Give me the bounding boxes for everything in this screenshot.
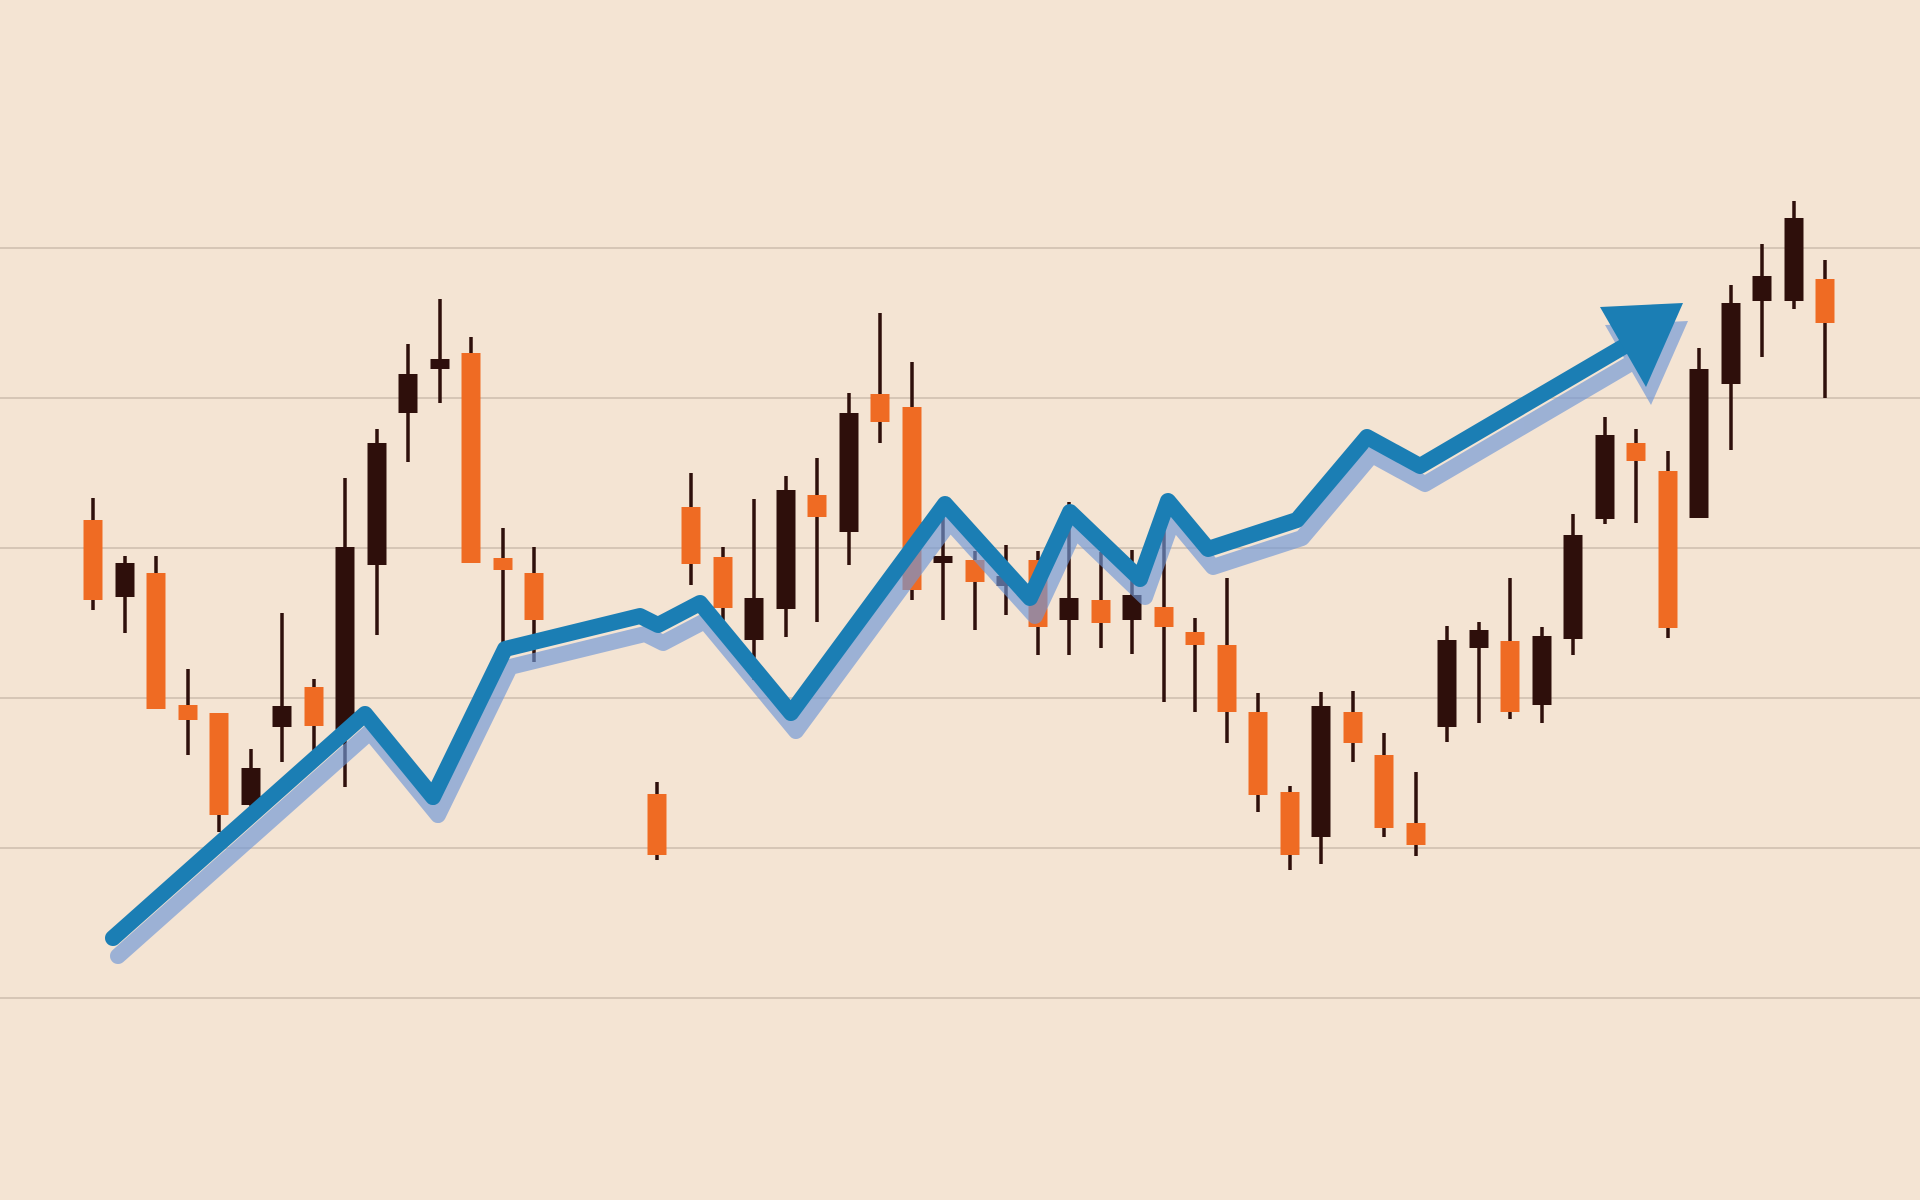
candle-body <box>178 705 198 720</box>
candle-body <box>1595 435 1615 519</box>
candle-body <box>933 556 953 563</box>
candle-body <box>1437 640 1457 727</box>
candle-body <box>461 353 481 563</box>
candle-body <box>83 520 103 600</box>
candle-body <box>524 573 544 620</box>
candle-body <box>1122 595 1142 620</box>
candle-body <box>1248 712 1268 795</box>
up-arrowhead-icon <box>1600 303 1683 387</box>
candle-body <box>1658 471 1678 628</box>
candle-body <box>398 374 418 413</box>
candle-body <box>1784 218 1804 301</box>
trend-shadow-path <box>110 357 1636 964</box>
candle-body <box>1563 535 1583 639</box>
candle-body <box>1721 303 1741 384</box>
candle-body <box>776 490 796 609</box>
candle-body <box>1752 276 1772 301</box>
candle-body <box>1406 823 1426 845</box>
candle-body <box>1059 598 1079 620</box>
candle-body <box>1500 641 1520 712</box>
candle-body <box>209 713 229 815</box>
candle-body <box>1626 443 1646 461</box>
candle-body <box>681 507 701 564</box>
candle-body <box>1280 792 1300 855</box>
candle-body <box>493 558 513 570</box>
candle-body <box>839 413 859 532</box>
trend-line-path <box>105 339 1631 946</box>
candle-body <box>870 394 890 422</box>
candle-body <box>1815 279 1835 323</box>
candle-body <box>146 573 166 709</box>
candle-body <box>1091 600 1111 623</box>
candle-body <box>1689 369 1709 518</box>
candle-body <box>115 563 135 597</box>
candle-body <box>1532 636 1552 705</box>
candle-body <box>807 495 827 517</box>
candle-body <box>1217 645 1237 712</box>
candle-body <box>713 557 733 608</box>
candle-body <box>304 687 324 726</box>
candle-body <box>367 443 387 565</box>
candle-body <box>272 706 292 727</box>
trend-line <box>105 303 1683 946</box>
candle-body <box>1469 630 1489 648</box>
candle-body <box>1343 712 1363 743</box>
candles <box>83 201 1835 870</box>
candle-body <box>1311 706 1331 837</box>
candle-body <box>430 359 450 369</box>
candle-body <box>647 794 667 855</box>
candle-body <box>1154 607 1174 627</box>
candle-body <box>744 598 764 640</box>
candle-body <box>335 547 355 732</box>
candle-body <box>1185 632 1205 645</box>
candle-body <box>1374 755 1394 828</box>
candle-body <box>241 768 261 805</box>
